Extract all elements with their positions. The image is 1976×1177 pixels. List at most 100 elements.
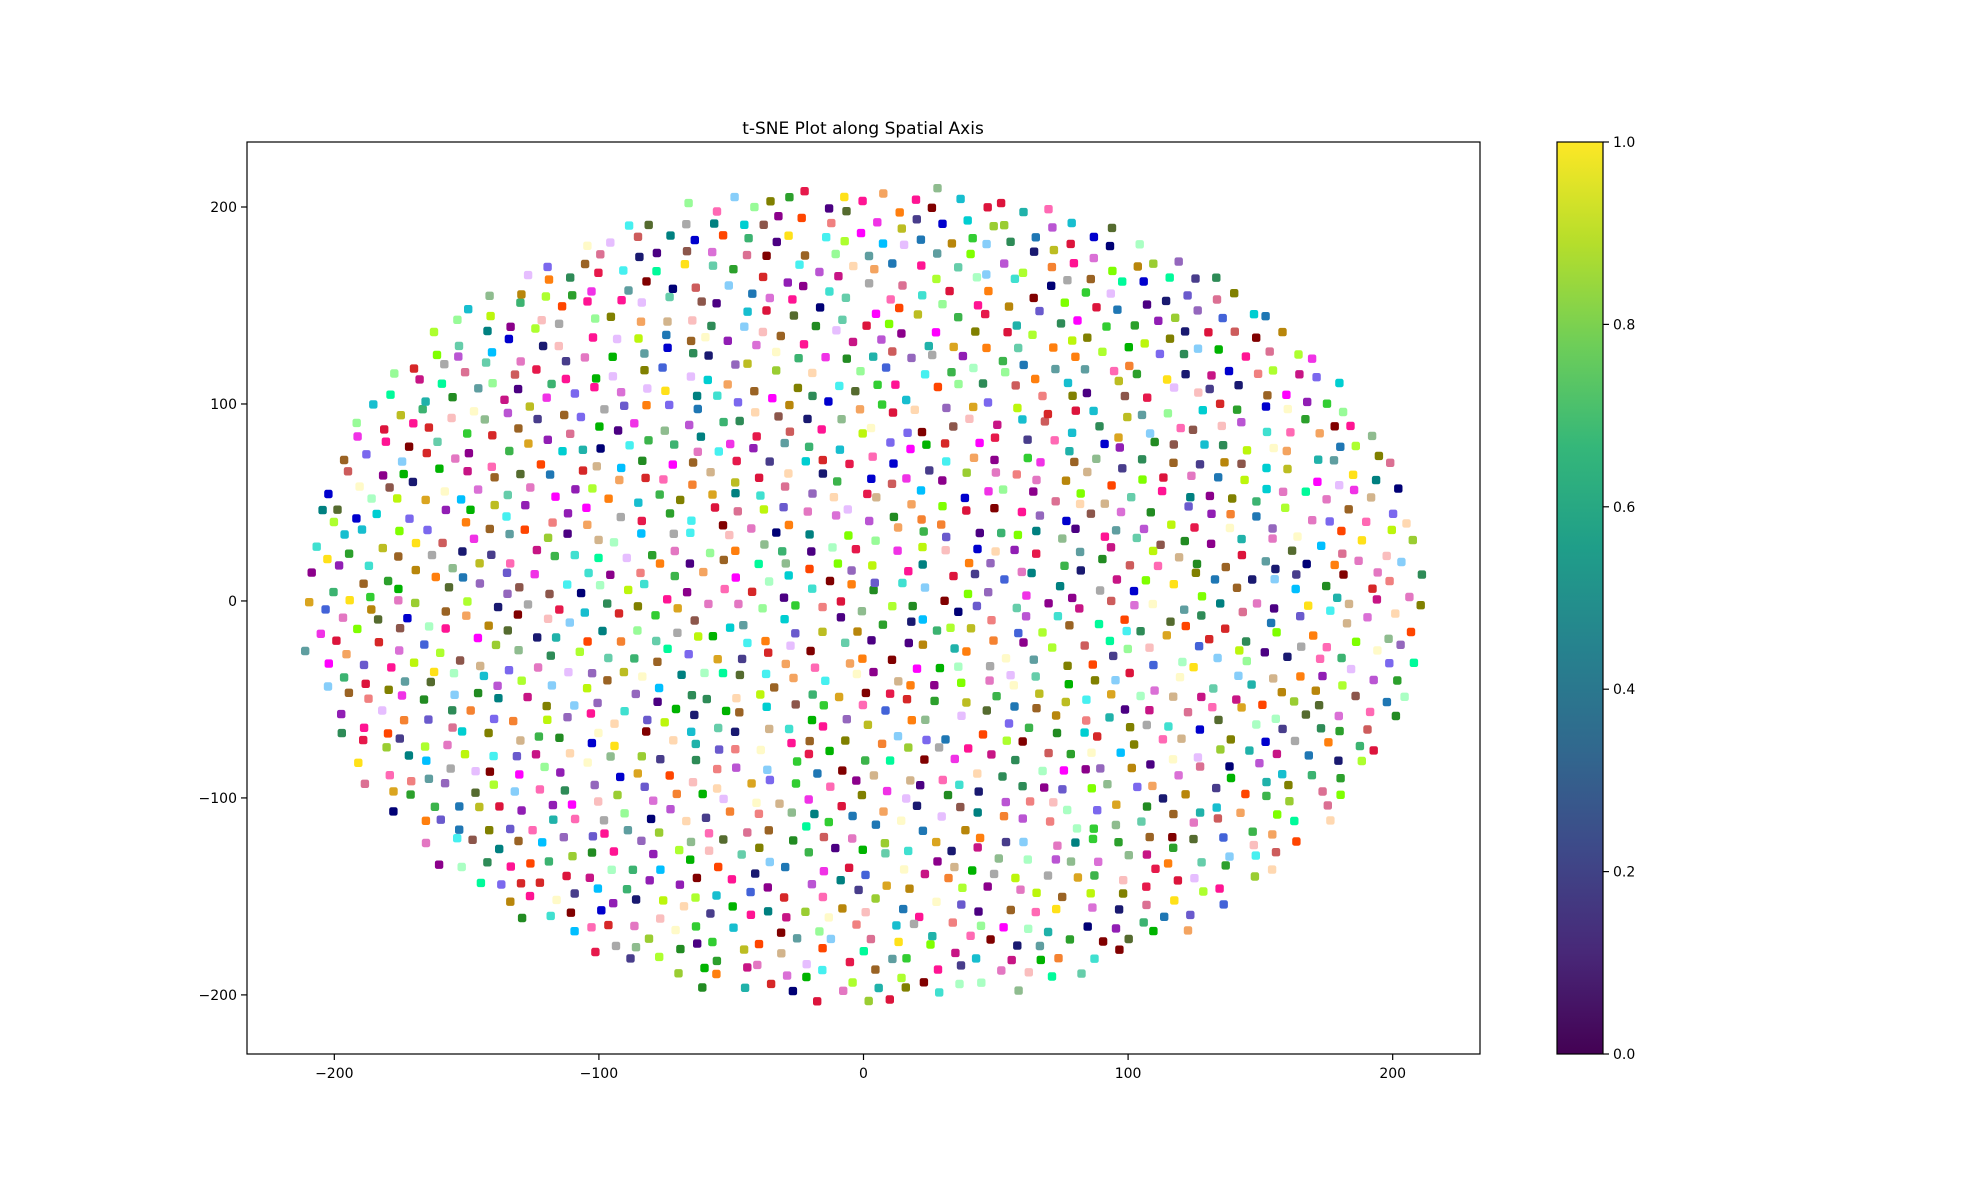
scatter-point xyxy=(783,278,792,287)
scatter-point xyxy=(1192,559,1202,569)
scatter-point xyxy=(730,192,739,202)
scatter-point xyxy=(489,751,498,761)
scatter-point xyxy=(395,734,404,743)
scatter-point xyxy=(469,407,479,416)
scatter-point xyxy=(708,261,718,270)
scatter-point xyxy=(301,646,310,656)
scatter-point xyxy=(1205,384,1214,394)
scatter-point xyxy=(389,787,398,796)
scatter-point xyxy=(866,423,876,433)
scatter-point xyxy=(1142,720,1151,730)
scatter-point xyxy=(916,781,925,790)
scatter-point xyxy=(772,347,781,357)
scatter-point xyxy=(1088,660,1097,669)
scatter-point xyxy=(1272,749,1282,759)
scatter-point xyxy=(668,460,677,469)
scatter-point xyxy=(842,207,851,216)
scatter-point xyxy=(813,997,822,1006)
scatter-point xyxy=(1063,661,1072,670)
scatter-point xyxy=(1266,618,1276,628)
scatter-point xyxy=(531,750,541,759)
scatter-point xyxy=(403,614,412,623)
scatter-point xyxy=(383,729,393,738)
scatter-point xyxy=(1149,660,1158,670)
scatter-point xyxy=(1035,511,1045,520)
scatter-point xyxy=(807,880,817,889)
scatter-point xyxy=(1089,406,1098,416)
scatter-point xyxy=(784,571,793,580)
scatter-point xyxy=(743,963,752,972)
scatter-point xyxy=(461,518,471,527)
scatter-point xyxy=(714,447,723,456)
scatter-point xyxy=(615,475,624,485)
scatter-point xyxy=(755,843,764,852)
scatter-point xyxy=(555,733,564,742)
scatter-point xyxy=(1092,454,1101,463)
scatter-point xyxy=(409,419,418,428)
scatter-point xyxy=(714,723,723,733)
scatter-point xyxy=(1000,259,1009,268)
scatter-point xyxy=(535,785,545,794)
scatter-point xyxy=(1174,771,1183,780)
scatter-point xyxy=(1162,375,1172,384)
scatter-point xyxy=(753,960,762,970)
scatter-point xyxy=(557,302,567,311)
scatter-point xyxy=(1204,328,1213,337)
scatter-point xyxy=(663,595,672,604)
scatter-point xyxy=(719,417,728,427)
scatter-point xyxy=(636,317,646,326)
scatter-point xyxy=(1335,481,1344,490)
scatter-point xyxy=(411,598,420,608)
scatter-point xyxy=(1189,663,1198,672)
scatter-point xyxy=(1136,627,1145,636)
scatter-point xyxy=(1167,520,1176,529)
scatter-point xyxy=(909,919,919,929)
scatter-point xyxy=(1417,570,1427,579)
scatter-point xyxy=(1162,631,1171,640)
scatter-point xyxy=(671,704,681,714)
scatter-point xyxy=(534,732,544,741)
scatter-point xyxy=(1006,905,1015,915)
scatter-point xyxy=(845,659,855,668)
scatter-point xyxy=(934,743,944,752)
scatter-point xyxy=(985,676,994,685)
scatter-point xyxy=(633,232,643,241)
scatter-point xyxy=(766,197,775,206)
scatter-point xyxy=(848,834,857,843)
scatter-point xyxy=(670,571,679,581)
scatter-point xyxy=(630,419,639,428)
scatter-point xyxy=(563,580,572,589)
scatter-point xyxy=(500,395,509,404)
scatter-point xyxy=(1045,817,1055,826)
scatter-point xyxy=(1031,907,1040,917)
scatter-point xyxy=(686,528,695,537)
scatter-point xyxy=(1000,221,1009,230)
scatter-point xyxy=(993,420,1002,429)
scatter-point xyxy=(1145,643,1154,652)
scatter-point xyxy=(1073,316,1082,325)
scatter-point xyxy=(547,379,556,389)
scatter-point xyxy=(384,685,393,694)
scatter-point xyxy=(588,484,597,493)
scatter-point xyxy=(888,602,897,611)
scatter-point xyxy=(788,295,797,304)
scatter-point xyxy=(965,414,974,423)
scatter-point xyxy=(779,893,789,902)
scatter-point xyxy=(1052,904,1061,914)
scatter-point xyxy=(1001,368,1010,377)
scatter-point xyxy=(754,473,764,482)
scatter-point xyxy=(514,646,523,655)
scatter-point xyxy=(947,239,957,248)
scatter-point xyxy=(487,550,496,559)
scatter-point xyxy=(712,299,721,308)
scatter-point xyxy=(655,952,664,962)
scatter-point xyxy=(785,427,795,436)
scatter-point xyxy=(800,251,810,260)
scatter-point xyxy=(381,437,391,446)
scatter-point xyxy=(966,624,976,633)
scatter-point xyxy=(801,907,810,916)
scatter-point xyxy=(596,250,605,259)
scatter-point xyxy=(1066,749,1075,759)
scatter-point xyxy=(902,474,911,483)
scatter-point xyxy=(765,724,774,734)
